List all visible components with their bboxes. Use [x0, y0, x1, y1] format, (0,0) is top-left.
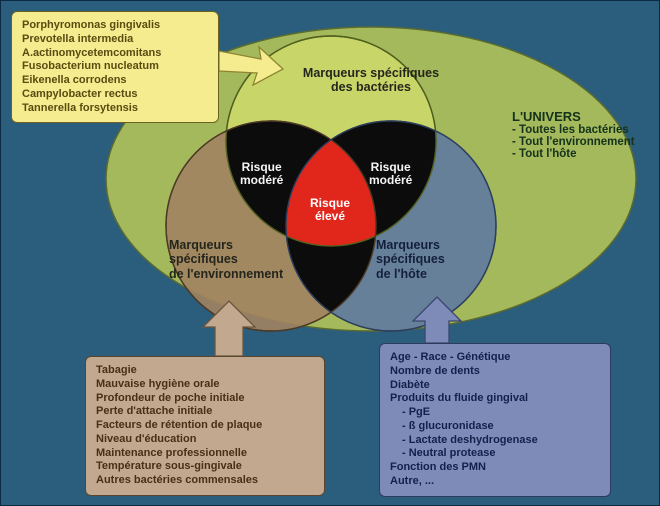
venn-diagram-canvas: L'UNIVERS - Toutes les bactéries - Tout …	[0, 0, 660, 506]
arrow-bacteria	[219, 47, 283, 85]
environment-item: Facteurs de rétention de plaque	[96, 419, 314, 433]
callout-environment: TabagieMauvaise hygiène oraleProfondeur …	[85, 356, 325, 496]
host-item: Age - Race - Génétique	[390, 351, 600, 365]
universe-line-1: - Tout l'environnement	[512, 136, 635, 148]
bacteria-item: Prevotella intermedia	[22, 33, 208, 47]
bacteria-item: Eikenella corrodens	[22, 74, 208, 88]
host-item: Diabète	[390, 379, 600, 393]
circle-environment	[166, 121, 376, 331]
environment-item: Tabagie	[96, 364, 314, 378]
bacteria-item: Porphyromonas gingivalis	[22, 19, 208, 33]
callout-environment-list: TabagieMauvaise hygiène oraleProfondeur …	[96, 364, 314, 488]
universe-line-2: - Tout l'hôte	[512, 148, 635, 160]
host-item: Produits du fluide gingival	[390, 392, 600, 406]
callout-host-list: Age - Race - GénétiqueNombre de dentsDia…	[390, 351, 600, 489]
callout-bacteria: Porphyromonas gingivalisPrevotella inter…	[11, 11, 219, 123]
bacteria-item: Tannerella forsytensis	[22, 102, 208, 116]
host-item: - Neutral protease	[390, 447, 600, 461]
arrow-host	[413, 297, 461, 343]
arrow-environment	[203, 301, 255, 356]
bacteria-item: A.actinomycetemcomitans	[22, 47, 208, 61]
host-item: Autre, ...	[390, 475, 600, 489]
label-host: Marqueurs spécifiques de l'hôte	[376, 238, 496, 281]
host-item: - Lactate deshydrogenase	[390, 434, 600, 448]
environment-item: Perte d'attache initiale	[96, 405, 314, 419]
label-environment: Marqueurs spécifiques de l'environnement	[169, 238, 309, 281]
environment-item: Mauvaise hygiène orale	[96, 378, 314, 392]
environment-item: Autres bactéries commensales	[96, 474, 314, 488]
callout-host: Age - Race - GénétiqueNombre de dentsDia…	[379, 343, 611, 497]
circle-host	[286, 121, 496, 331]
risk-high-center: Risque élevé	[310, 197, 350, 223]
risk-moderate-right: Risque modéré	[369, 161, 412, 187]
universe-label: L'UNIVERS - Toutes les bactéries - Tout …	[512, 109, 635, 160]
environment-item: Température sous-gingivale	[96, 460, 314, 474]
universe-title: L'UNIVERS	[512, 109, 635, 124]
bacteria-item: Campylobacter rectus	[22, 88, 208, 102]
host-item: Nombre de dents	[390, 365, 600, 379]
universe-line-0: - Toutes les bactéries	[512, 124, 635, 136]
host-item: - ß glucuronidase	[390, 420, 600, 434]
environment-item: Maintenance professionnelle	[96, 447, 314, 461]
risk-moderate-left: Risque modéré	[240, 161, 283, 187]
bacteria-item: Fusobacterium nucleatum	[22, 60, 208, 74]
environment-item: Profondeur de poche initiale	[96, 392, 314, 406]
host-item: - PgE	[390, 406, 600, 420]
label-bacteria: Marqueurs spécifiques des bactéries	[281, 66, 461, 95]
callout-bacteria-list: Porphyromonas gingivalisPrevotella inter…	[22, 19, 208, 115]
environment-item: Niveau d'éducation	[96, 433, 314, 447]
host-item: Fonction des PMN	[390, 461, 600, 475]
